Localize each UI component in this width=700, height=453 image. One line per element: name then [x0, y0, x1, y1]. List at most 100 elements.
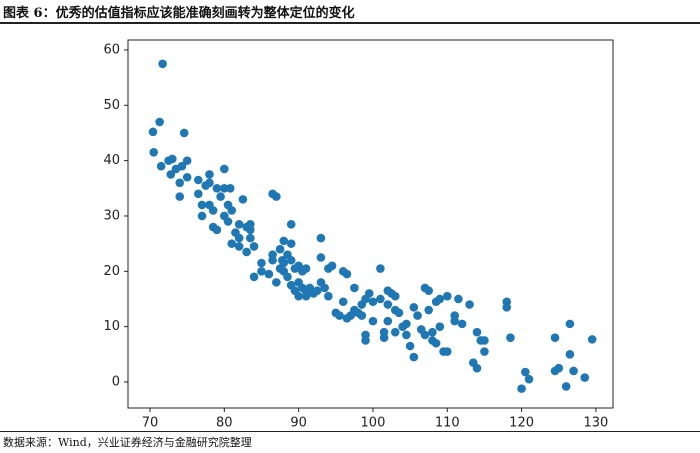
point: [242, 247, 251, 257]
point: [394, 308, 404, 318]
point: [312, 286, 322, 295]
point: [435, 322, 445, 331]
point: [197, 200, 207, 210]
point: [383, 300, 393, 309]
point: [587, 335, 597, 344]
point: [376, 264, 385, 273]
point: [472, 363, 482, 373]
point: [316, 253, 326, 262]
point: [424, 286, 433, 295]
x-tick-label: 70: [142, 416, 159, 431]
point: [383, 316, 393, 326]
point: [279, 236, 289, 246]
point: [350, 283, 359, 293]
point: [402, 330, 411, 340]
point: [442, 291, 452, 301]
point: [506, 333, 515, 343]
x-tick-label: 100: [361, 416, 386, 431]
point: [465, 300, 474, 309]
point: [279, 258, 289, 268]
source-note: 数据来源：Wind，兴业证券经济与金融研究院整理: [3, 436, 252, 449]
point: [301, 291, 311, 301]
point: [565, 350, 575, 359]
point: [158, 59, 167, 69]
point: [220, 164, 229, 174]
point: [167, 154, 177, 164]
point: [155, 117, 164, 127]
point: [177, 161, 187, 171]
point: [238, 195, 248, 204]
point: [524, 374, 534, 384]
point: [220, 184, 229, 193]
point: [227, 206, 237, 215]
point: [454, 294, 463, 304]
point: [472, 327, 482, 337]
point: [249, 242, 259, 251]
point: [428, 327, 437, 337]
point: [502, 302, 512, 312]
point: [480, 336, 489, 345]
point: [182, 172, 192, 182]
point: [272, 192, 281, 201]
footer-rule: [0, 431, 700, 432]
point: [249, 272, 259, 282]
point: [368, 316, 378, 326]
point: [521, 367, 530, 377]
y-tick-label: 50: [103, 98, 120, 113]
plot-frame: [127, 39, 614, 409]
point: [390, 291, 400, 301]
point: [550, 333, 560, 343]
point: [431, 338, 441, 348]
point: [402, 319, 411, 329]
point: [223, 217, 233, 226]
point: [390, 327, 400, 337]
point: [166, 170, 176, 179]
point: [580, 373, 590, 382]
point: [561, 382, 571, 391]
point: [420, 330, 430, 340]
point: [327, 261, 337, 271]
point: [149, 148, 159, 157]
point: [442, 347, 452, 356]
point: [435, 294, 445, 304]
point: [357, 311, 367, 320]
point: [264, 269, 274, 279]
point: [286, 255, 296, 265]
point: [342, 269, 352, 279]
point: [368, 297, 378, 307]
point: [283, 272, 292, 282]
point: [565, 319, 575, 329]
point: [268, 250, 277, 260]
point: [286, 239, 296, 248]
point: [227, 239, 237, 248]
y-tick-label: 0: [112, 374, 120, 389]
x-tick-label: 130: [583, 416, 608, 431]
point: [182, 156, 192, 165]
figure-title: 图表 6：优秀的估值指标应该能准确刻画转为整体定位的变化: [3, 6, 355, 21]
point: [194, 189, 203, 199]
point: [335, 311, 344, 320]
point: [212, 225, 222, 235]
point: [194, 175, 203, 185]
x-tick-label: 110: [435, 416, 460, 431]
point: [246, 233, 255, 243]
point: [205, 170, 214, 179]
point: [450, 316, 460, 326]
point: [179, 128, 189, 138]
x-tick-label: 90: [290, 416, 307, 431]
y-tick-label: 20: [103, 264, 120, 279]
point: [294, 291, 303, 301]
y-tick-label: 10: [103, 319, 120, 334]
point: [148, 127, 158, 137]
point: [246, 219, 255, 229]
point: [316, 233, 326, 243]
point: [286, 219, 296, 229]
point: [517, 384, 526, 393]
header-rule: [0, 22, 700, 24]
point: [324, 291, 333, 301]
point: [212, 184, 222, 193]
y-tick-label: 40: [103, 153, 120, 168]
point: [156, 161, 166, 171]
